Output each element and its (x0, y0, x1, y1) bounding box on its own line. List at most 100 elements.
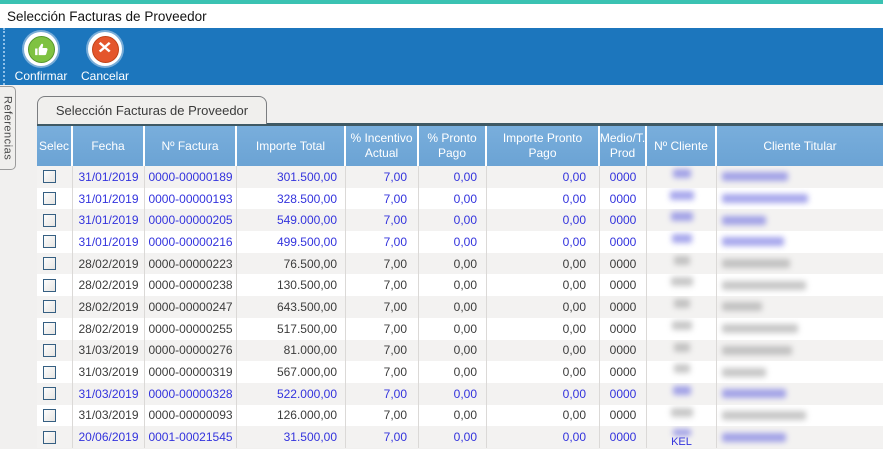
cancel-button[interactable]: ✕ Cancelar (74, 32, 136, 83)
cell-selec (37, 382, 73, 405)
redacted-cliente-num (670, 212, 693, 222)
cell-medio: 0000 (600, 187, 647, 210)
cell-selec (37, 404, 73, 427)
cliente-num-visible-text: KEL (671, 435, 692, 448)
cell-fecha: 31/01/2019 (73, 166, 145, 188)
cell-selec (37, 252, 73, 275)
tab-label: Selección Facturas de Proveedor (55, 103, 249, 118)
table-row[interactable]: 31/01/2019 0000-00000193 328.500,00 7,00 0,0… (37, 187, 883, 210)
table-row[interactable]: 31/03/2019 0000-00000319 567.000,00 7,00 0,0… (37, 361, 883, 383)
cell-pronto_pago: 0,00 (419, 361, 487, 383)
row-select-checkbox[interactable] (43, 408, 56, 422)
row-select-checkbox[interactable] (43, 235, 56, 249)
table-row[interactable]: 31/03/2019 0000-00000328 522.000,00 7,00 0,0… (37, 382, 883, 405)
table-row[interactable]: 28/02/2019 0000-00000255 517.500,00 7,00 0,0… (37, 317, 883, 340)
cell-incentivo: 7,00 (346, 426, 419, 448)
cell-factura: 0000-00000223 (145, 252, 237, 275)
column-header-cliente_titular[interactable]: Cliente Titular (717, 126, 883, 166)
redacted-cliente-titular (722, 215, 766, 225)
cell-fecha: 31/01/2019 (73, 231, 145, 253)
row-select-checkbox[interactable] (43, 365, 56, 379)
cell-medio: 0000 (600, 404, 647, 427)
cell-pronto_pago: 0,00 (419, 404, 487, 427)
cell-cliente_num (647, 274, 717, 297)
cell-importe_pronto: 0,00 (487, 339, 600, 362)
column-header-incentivo[interactable]: % Incentivo Actual (346, 126, 419, 166)
cell-cliente_num (647, 339, 717, 362)
table-row[interactable]: 28/02/2019 0000-00000247 643.500,00 7,00 0,0… (37, 296, 883, 318)
table-row[interactable]: 31/01/2019 0000-00000205 549.000,00 7,00 0,0… (37, 209, 883, 232)
column-header-pronto_pago[interactable]: % Pronto Pago (419, 126, 487, 166)
table-row[interactable]: 31/01/2019 0000-00000216 499.500,00 7,00 0,0… (37, 231, 883, 253)
cell-factura: 0000-00000205 (145, 209, 237, 232)
row-select-checkbox[interactable] (43, 322, 56, 336)
column-header-fecha[interactable]: Fecha (73, 126, 145, 166)
cell-incentivo: 7,00 (346, 209, 419, 232)
row-select-checkbox[interactable] (43, 343, 56, 357)
redacted-cliente-titular (722, 280, 806, 290)
table-row[interactable]: 31/01/2019 0000-00000189 301.500,00 7,00 0,0… (37, 166, 883, 188)
cell-factura: 0000-00000328 (145, 382, 237, 405)
row-select-checkbox[interactable] (43, 387, 56, 401)
row-select-checkbox[interactable] (43, 192, 56, 206)
cell-medio: 0000 (600, 339, 647, 362)
confirm-button[interactable]: Confirmar (10, 32, 72, 83)
cell-fecha: 31/01/2019 (73, 187, 145, 210)
cell-cliente_num (647, 187, 717, 210)
row-select-checkbox[interactable] (43, 170, 56, 184)
invoice-grid: Selec Fecha Nº Factura Importe Total% Incen… (37, 123, 883, 449)
row-select-checkbox[interactable] (43, 278, 56, 292)
cell-fecha: 31/03/2019 (73, 339, 145, 362)
cell-fecha: 31/01/2019 (73, 209, 145, 232)
row-select-checkbox[interactable] (43, 213, 56, 227)
cell-incentivo: 7,00 (346, 274, 419, 297)
cell-importe_pronto: 0,00 (487, 382, 600, 405)
cell-cliente_num (647, 252, 717, 275)
column-header-factura[interactable]: Nº Factura (145, 126, 237, 166)
row-select-checkbox[interactable] (43, 430, 56, 444)
table-row[interactable]: 31/03/2019 0000-00000093 126.000,00 7,00 0,0… (37, 404, 883, 427)
cell-factura: 0000-00000189 (145, 166, 237, 188)
toolbar-grip-handle[interactable] (3, 28, 10, 85)
redacted-cliente-titular (722, 259, 790, 269)
cell-factura: 0000-00000276 (145, 339, 237, 362)
column-header-importe_pronto[interactable]: Importe Pronto Pago (487, 126, 600, 166)
column-header-medio[interactable]: Medio/T. Prod (600, 126, 647, 166)
column-header-cliente_num[interactable]: Nº Cliente (647, 126, 717, 166)
tab-seleccion-facturas[interactable]: Selección Facturas de Proveedor (37, 96, 267, 124)
column-header-selec[interactable]: Selec (37, 126, 73, 166)
cell-factura: 0001-00021545 (145, 426, 237, 448)
cell-factura: 0000-00000319 (145, 361, 237, 383)
cell-pronto_pago: 0,00 (419, 252, 487, 275)
cell-pronto_pago: 0,00 (419, 231, 487, 253)
redacted-cliente-titular (722, 302, 762, 312)
sidebar-tab-referencias[interactable]: Referencias (0, 86, 16, 170)
column-header-importe_total[interactable]: Importe Total (237, 126, 346, 166)
cell-incentivo: 7,00 (346, 404, 419, 427)
cell-factura: 0000-00000093 (145, 404, 237, 427)
redacted-cliente-titular (722, 432, 786, 442)
table-row[interactable]: 20/06/2019 0001-00021545 31.500,00 7,00 0,00… (37, 426, 883, 448)
redacted-cliente-titular (722, 237, 784, 247)
row-select-checkbox[interactable] (43, 300, 56, 314)
cell-incentivo: 7,00 (346, 296, 419, 318)
table-row[interactable]: 31/03/2019 0000-00000276 81.000,00 7,00 0,00… (37, 339, 883, 362)
grid-body: 31/01/2019 0000-00000189 301.500,00 7,00 0,0… (37, 166, 883, 448)
table-row[interactable]: 28/02/2019 0000-00000223 76.500,00 7,00 0,00… (37, 252, 883, 275)
row-select-checkbox[interactable] (43, 257, 56, 271)
cell-medio: 0000 (600, 382, 647, 405)
cell-medio: 0000 (600, 426, 647, 448)
cell-cliente_num (647, 209, 717, 232)
table-row[interactable]: 28/02/2019 0000-00000238 130.500,00 7,00 0,0… (37, 274, 883, 297)
cell-importe_total: 522.000,00 (237, 382, 346, 405)
grid-header: Selec Fecha Nº Factura Importe Total% Incen… (37, 126, 883, 166)
cell-selec (37, 274, 73, 297)
cell-fecha: 28/02/2019 (73, 317, 145, 340)
cell-pronto_pago: 0,00 (419, 274, 487, 297)
cell-incentivo: 7,00 (346, 382, 419, 405)
redacted-cliente-num (673, 299, 690, 309)
title-bar: Selección Facturas de Proveedor (0, 4, 883, 28)
cell-cliente_num (647, 231, 717, 253)
cell-factura: 0000-00000238 (145, 274, 237, 297)
cell-importe_pronto: 0,00 (487, 209, 600, 232)
